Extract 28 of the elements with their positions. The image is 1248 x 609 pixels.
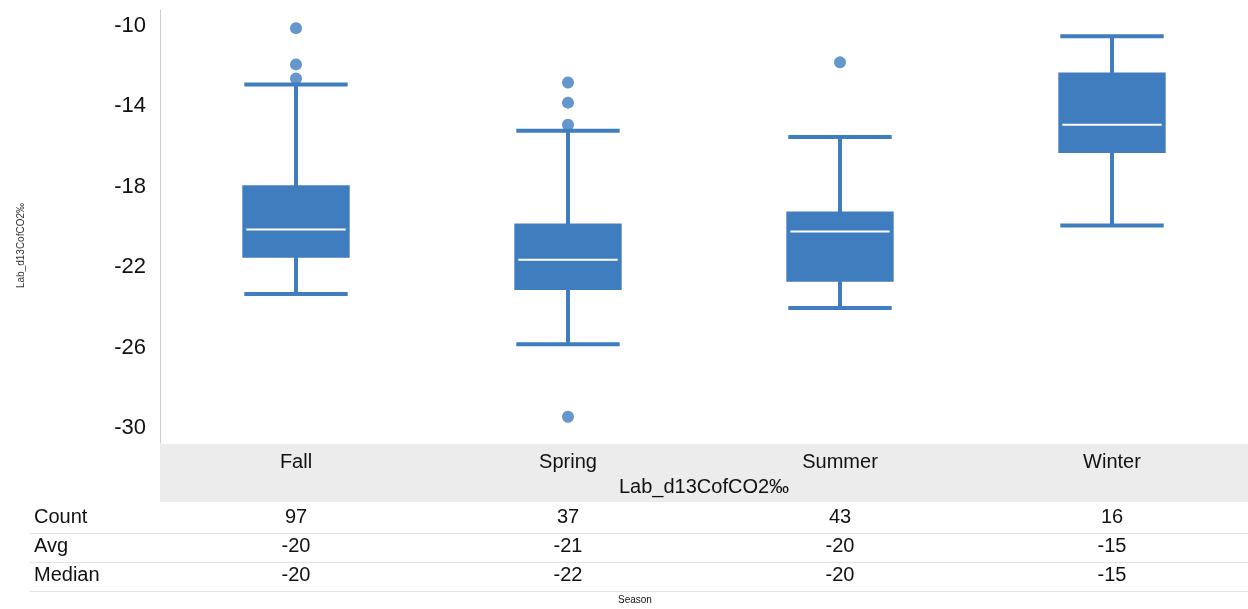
text: 37 — [557, 505, 580, 528]
text: Season — [618, 594, 652, 605]
text: Lab_d13CofCO2‰ — [619, 475, 790, 498]
y-tick-label: -22 — [114, 253, 146, 279]
text: Median — [34, 563, 100, 586]
x-tick-label: Spring — [539, 450, 597, 472]
text: 16 — [1101, 505, 1124, 528]
text: -20 — [825, 534, 855, 557]
y-tick-label: -30 — [114, 414, 146, 440]
text: -21 — [553, 534, 583, 557]
x-tick-label: Fall — [279, 450, 313, 472]
y-tick-label: -10 — [114, 11, 146, 37]
text: Avg — [34, 534, 69, 557]
x-tick-label: Summer — [802, 450, 879, 472]
text: Lab_d13CofCO2‰ — [14, 202, 26, 289]
text: -15 — [1097, 563, 1127, 586]
text: Count — [34, 505, 88, 528]
text: -20 — [281, 563, 311, 586]
x-tick-label: Winter — [1083, 450, 1142, 472]
text: -20 — [281, 534, 311, 557]
y-tick-label: -14 — [114, 92, 146, 118]
y-tick-label: -26 — [114, 333, 146, 359]
text: -22 — [553, 563, 583, 586]
text: 43 — [829, 505, 852, 528]
y-tick-label: -18 — [114, 172, 146, 198]
text: -15 — [1097, 534, 1127, 557]
text: 97 — [285, 505, 308, 528]
text: -20 — [825, 563, 855, 586]
